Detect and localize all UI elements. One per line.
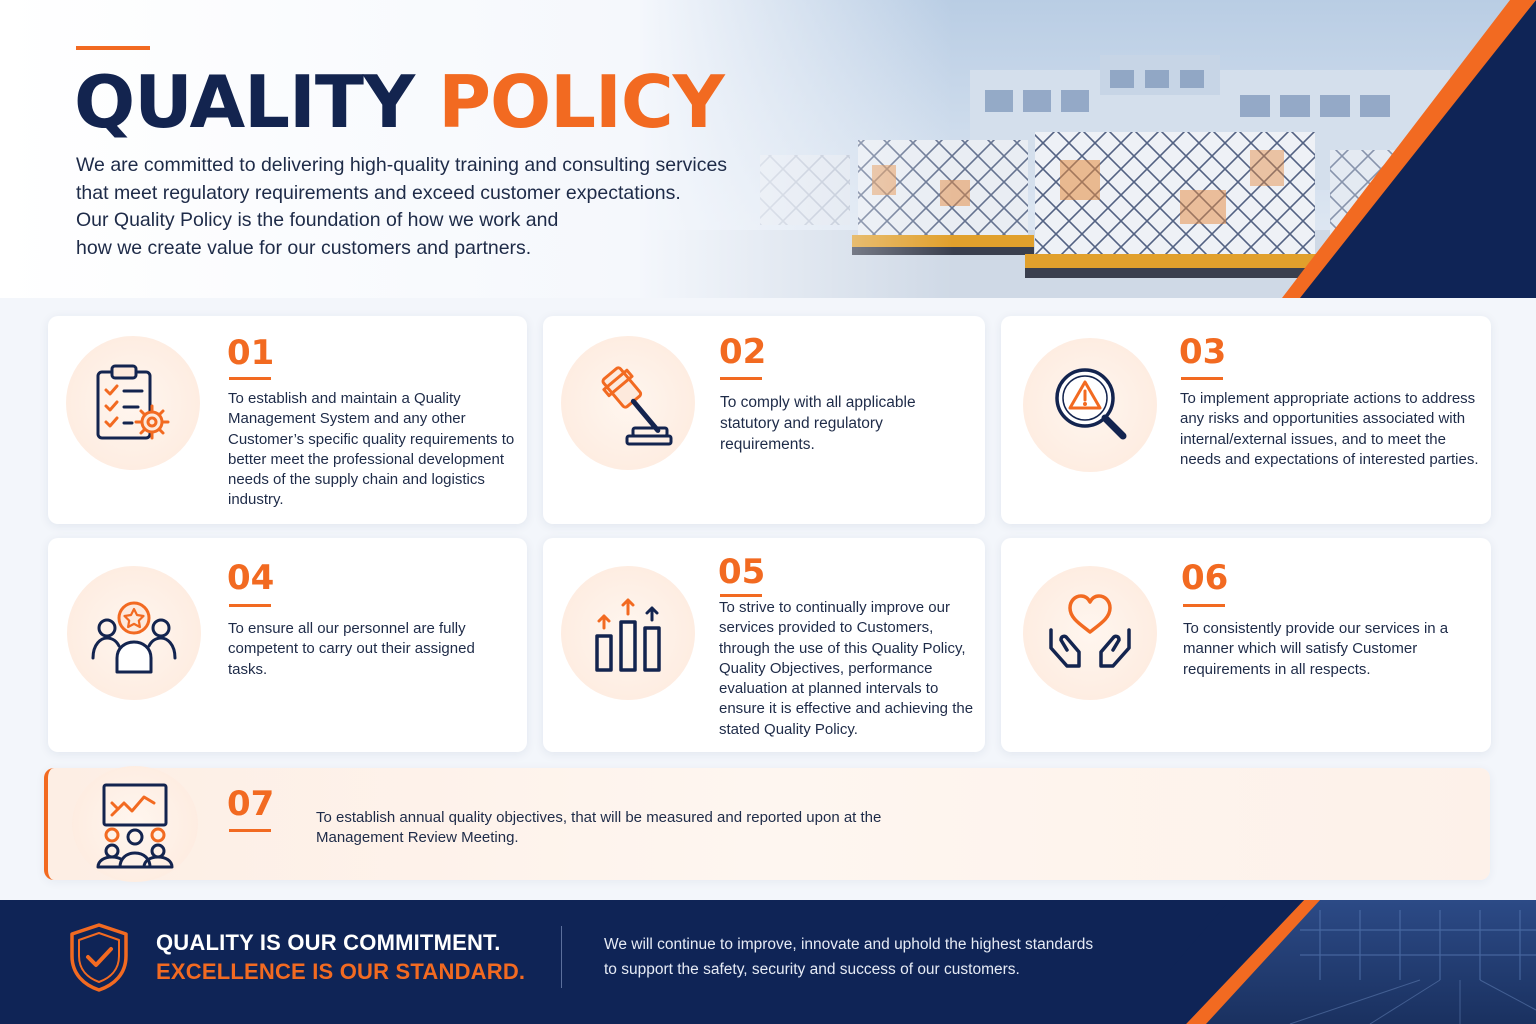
intro-line: Our Quality Policy is the foundation of … [76,209,559,231]
slogan-excellence: EXCELLENCE IS OUR STANDARD. [156,959,526,984]
policy-text: To consistently provide our services in … [1183,620,1449,678]
policy-card-02: 02 To comply with all applicable statuto… [543,316,985,524]
policy-number: 04 [227,558,275,598]
policy-text: To establish annual quality objectives, … [316,809,882,847]
number-underline [229,604,271,607]
policy-card-06: 06 To consistently provide our services … [1001,538,1491,752]
footer-banner: QUALITY IS OUR COMMITMENT. EXCELLENCE IS… [0,900,1536,1024]
header-banner: QUALITY POLICY We are committed to deliv… [0,0,1536,298]
policy-card-03: 03 To implement appropriate actions to a… [1001,316,1491,524]
intro-paragraph: We are committed to delivering high-qual… [76,152,756,262]
icon-badge [561,566,695,700]
number-underline [1181,377,1223,380]
icon-badge [1023,566,1157,700]
shield-check-icon [70,923,128,992]
policy-number: 02 [719,332,767,372]
policy-card-05: 05 To strive to continually improve our … [543,538,985,752]
title-accent-line [76,46,150,50]
magnifier-warning-icon [1055,368,1127,440]
policy-text: To ensure all our personnel are fully co… [228,620,475,678]
icon-badge [67,566,201,700]
policy-card-07: 07 To establish annual quality objective… [44,766,1490,882]
number-underline [1183,604,1225,607]
policy-number: 05 [718,552,766,592]
slogan-commitment: QUALITY IS OUR COMMITMENT. [156,930,501,955]
policy-text: To strive to continually improve our ser… [719,599,974,738]
policy-text: To implement appropriate actions to addr… [1180,390,1479,468]
page-title: QUALITY POLICY [74,60,725,144]
hands-heart-icon [1049,594,1131,668]
footer-divider [561,926,562,988]
number-underline [229,829,271,832]
title-part-policy: POLICY [438,60,725,144]
footer-description-line: to support the safety, security and succ… [604,961,1020,978]
policy-text: To establish and maintain a Quality Mana… [228,390,515,509]
policy-number: 07 [227,784,275,824]
number-underline [229,377,271,380]
warehouse-interior-illustration [1170,900,1536,1024]
policy-number: 06 [1181,558,1229,598]
checklist-gear-icon [96,364,170,440]
footer-description-line: We will continue to improve, innovate an… [604,936,1094,953]
intro-line: how we create value for our customers an… [76,236,532,259]
icon-badge [1023,338,1157,472]
presentation-meeting-icon [96,783,174,869]
policy-number: 01 [227,333,275,373]
intro-line: that meet regulatory requirements and ex… [76,181,681,204]
team-star-icon [91,601,177,674]
gavel-icon [601,366,673,446]
icon-badge [72,766,198,882]
policy-card-04: 04 To ensure all our personnel are fully… [48,538,527,752]
footer-description: We will continue to improve, innovate an… [604,932,1164,982]
warehouse-cargo-illustration [640,0,1536,298]
number-underline [720,377,762,380]
number-underline [720,594,762,597]
icon-badge [561,336,695,470]
intro-line: We are committed to delivering high-qual… [76,154,728,176]
policy-text: To comply with all applicable statutory … [720,394,916,453]
growth-bars-icon [595,598,661,672]
title-part-quality: QUALITY [74,60,415,144]
icon-badge [66,336,200,470]
policy-card-01: 01 To establish and maintain a Quality M… [48,316,527,524]
policy-number: 03 [1179,332,1227,372]
